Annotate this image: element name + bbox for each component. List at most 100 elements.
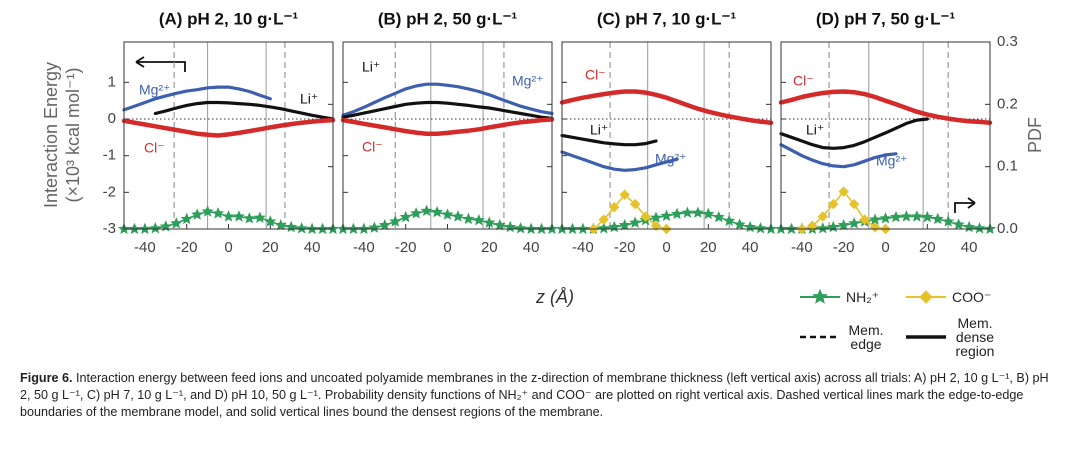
- series-line: [340, 117, 555, 136]
- data-point: [910, 210, 923, 222]
- data-point: [900, 210, 913, 222]
- data-point: [462, 212, 475, 225]
- data-point: [973, 222, 986, 234]
- data-point: [681, 206, 694, 218]
- y2-tick-label: 0.0: [997, 220, 1018, 237]
- data-point: [191, 208, 204, 220]
- panel-title: (C) pH 7, 10 g·L⁻¹: [597, 9, 737, 28]
- data-point: [691, 206, 704, 218]
- y-tick-label: -1: [103, 147, 116, 164]
- direction-arrow: [135, 56, 186, 72]
- data-point: [431, 205, 444, 218]
- data-point: [493, 219, 506, 231]
- y-tick-label: 1: [108, 73, 116, 90]
- series-label: Cl⁻: [144, 140, 165, 156]
- data-point: [609, 201, 620, 213]
- data-point: [514, 222, 527, 234]
- data-point: [827, 220, 840, 233]
- x-tick-label: 40: [523, 239, 540, 256]
- data-point: [807, 220, 818, 232]
- x-tick-label: -40: [134, 239, 156, 256]
- data-point: [441, 208, 454, 220]
- data-point: [754, 222, 767, 234]
- data-point: [629, 198, 641, 210]
- x-tick-label: 40: [742, 239, 759, 256]
- x-tick-label: 0: [443, 239, 451, 256]
- data-point: [295, 222, 308, 234]
- legend-label: COO⁻: [952, 289, 992, 305]
- x-tick-label: 40: [961, 239, 978, 256]
- data-point: [232, 210, 245, 222]
- data-point: [828, 198, 839, 210]
- data-point: [274, 219, 287, 231]
- data-point: [931, 212, 944, 225]
- legend: [800, 288, 946, 339]
- data-point: [859, 214, 870, 225]
- data-point: [399, 210, 412, 223]
- data-point: [952, 218, 965, 230]
- series-line: [153, 100, 335, 121]
- data-point: [472, 214, 485, 226]
- panel-title: (D) pH 7, 50 g·L⁻¹: [816, 9, 956, 28]
- data-point: [837, 219, 850, 231]
- series-line: [341, 82, 554, 117]
- series-label: Cl⁻: [585, 67, 606, 83]
- direction-arrow: [954, 197, 976, 213]
- data-point: [483, 216, 496, 228]
- data-point: [670, 207, 683, 220]
- caption: Figure 6. Interaction energy between fee…: [20, 370, 1060, 421]
- panel-title: (B) pH 2, 50 g·L⁻¹: [378, 9, 518, 28]
- caption-label: Figure 6.: [20, 371, 73, 385]
- series-label: Li⁺: [362, 59, 380, 75]
- y2-tick-label: 0.3: [997, 33, 1018, 50]
- data-point: [170, 217, 183, 229]
- series-line: [560, 150, 679, 172]
- x-tick-label: -20: [395, 239, 417, 256]
- data-point: [838, 186, 849, 197]
- x-tick-label: -40: [572, 239, 594, 256]
- series-label: Li⁺: [806, 122, 824, 138]
- legend-label: NH₂⁺: [846, 289, 880, 305]
- series-label: Mg²⁺: [512, 73, 544, 89]
- data-point: [597, 222, 610, 234]
- x-axis-label: z (Å): [535, 287, 574, 307]
- y2-tick-label: 0.2: [997, 95, 1018, 112]
- data-point: [378, 219, 391, 231]
- data-point: [942, 215, 955, 227]
- figure: Interaction Energy (×10³ kcal mol⁻¹) PDF…: [41, 9, 1045, 339]
- x-tick-label: 20: [481, 239, 498, 256]
- data-point: [243, 212, 256, 224]
- series-label: Mg²⁺: [139, 82, 171, 98]
- x-tick-label: -20: [176, 239, 198, 256]
- data-point: [650, 211, 663, 223]
- x-tick-label: 20: [919, 239, 936, 256]
- y-tick-label: 0: [108, 110, 116, 127]
- data-point: [264, 215, 277, 227]
- y-axis-label: (×10³ kcal mol⁻¹): [63, 67, 83, 202]
- plot-frame: [123, 41, 334, 230]
- x-tick-label: 0: [224, 239, 232, 256]
- data-point: [149, 222, 162, 234]
- series-label: Cl⁻: [362, 139, 383, 155]
- data-point: [222, 210, 235, 222]
- x-tick-label: -20: [833, 239, 855, 256]
- data-point: [848, 217, 861, 229]
- series-label: Li⁺: [300, 91, 318, 107]
- data-point: [180, 212, 193, 225]
- x-tick-label: 20: [262, 239, 279, 256]
- data-point: [201, 205, 214, 217]
- data-point: [410, 207, 423, 219]
- legend-marker: [812, 288, 828, 304]
- data-point: [504, 220, 517, 233]
- series-label: Cl⁻: [793, 73, 814, 89]
- legend-marker: [919, 290, 933, 304]
- data-point: [869, 213, 882, 225]
- plot-frame: [342, 41, 553, 230]
- y-tick-label: -2: [103, 183, 116, 200]
- y2-tick-label: 0.1: [997, 158, 1018, 175]
- data-point: [879, 212, 892, 224]
- x-tick-label: -40: [353, 239, 375, 256]
- data-point: [660, 209, 673, 222]
- data-point: [712, 210, 725, 223]
